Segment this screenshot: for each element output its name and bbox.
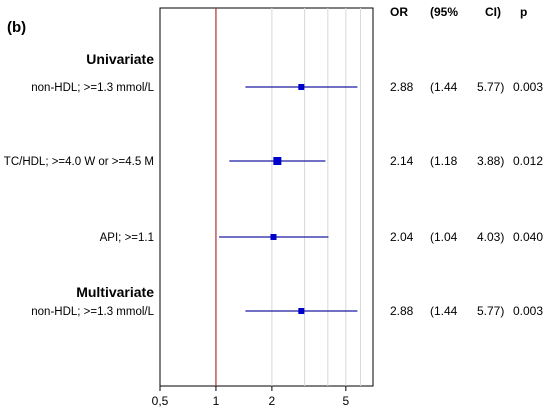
- grid-layer: [271, 8, 362, 386]
- x-tick-label: 1: [213, 394, 220, 408]
- or-value: 2.14: [390, 154, 414, 168]
- ci-upper: 3.88): [477, 154, 504, 168]
- header-or: OR: [390, 5, 408, 19]
- group-heading: Univariate: [86, 51, 154, 67]
- x-tick-label: 0,5: [152, 394, 169, 408]
- rows-layer: Univariate non-HDL; >=1.3 mmol/L 2.88 (1.44…: [4, 51, 544, 318]
- or-marker: [270, 234, 277, 240]
- p-value: 0.003: [513, 80, 543, 94]
- ci-lower: (1.44: [430, 80, 458, 94]
- p-value: 0.012: [513, 154, 543, 168]
- row-label: non-HDL; >=1.3 mmol/L: [31, 306, 154, 318]
- or-marker: [298, 84, 305, 90]
- x-tick-label: 5: [342, 394, 349, 408]
- or-marker: [273, 157, 282, 165]
- or-value: 2.88: [390, 80, 414, 94]
- ci-lower: (1.44: [430, 304, 458, 318]
- group-heading: Multivariate: [76, 284, 154, 300]
- p-value: 0.003: [513, 304, 543, 318]
- or-value: 2.04: [390, 230, 414, 244]
- header-p: p: [520, 5, 527, 19]
- row-label: API; >=1.1: [100, 232, 154, 244]
- panel-label: (b): [7, 19, 26, 36]
- header-ci-open: (95%: [430, 5, 458, 19]
- ci-lower: (1.04: [430, 230, 458, 244]
- column-headers: OR (95% CI) p: [390, 5, 527, 19]
- ci-lower: (1.18: [430, 154, 458, 168]
- row-label: non-HDL; >=1.3 mmol/L: [31, 82, 154, 94]
- plot-frame: [159, 7, 374, 387]
- header-ci-close: CI): [485, 5, 501, 19]
- or-value: 2.88: [390, 304, 414, 318]
- p-value: 0.040: [513, 230, 543, 244]
- or-marker: [298, 308, 305, 314]
- x-tick-label: 2: [269, 394, 276, 408]
- ci-upper: 4.03): [477, 230, 504, 244]
- ci-upper: 5.77): [477, 80, 504, 94]
- ci-upper: 5.77): [477, 304, 504, 318]
- x-axis: 0,5 1 2 5: [152, 386, 349, 408]
- row-label: TC/HDL; >=4.0 W or >=4.5 M: [4, 156, 154, 168]
- plot-frame-group: [159, 7, 374, 387]
